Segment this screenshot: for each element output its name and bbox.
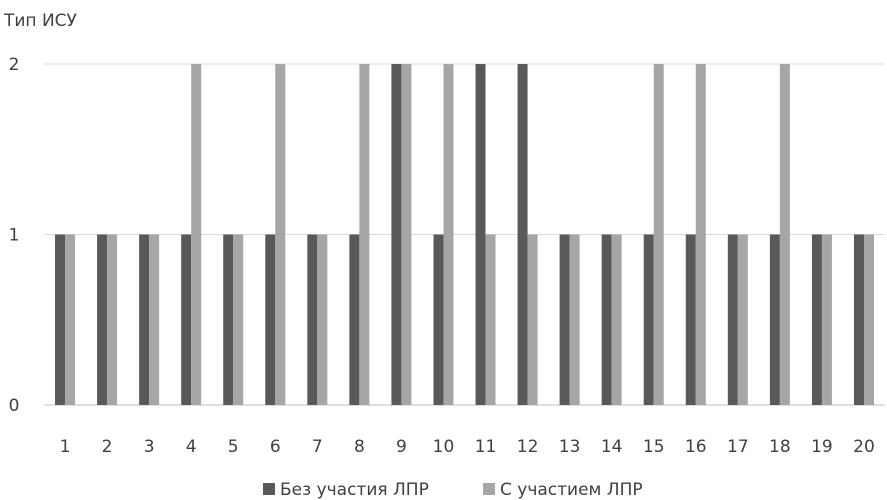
bar-with-dm-14: [611, 234, 622, 405]
bar-without-dm-7: [307, 234, 318, 405]
bar-with-dm-16: [695, 64, 706, 405]
bar-without-dm-15: [643, 234, 654, 405]
bar-without-dm-14: [601, 234, 612, 405]
bar-without-dm-5: [223, 234, 234, 405]
bar-with-dm-8: [359, 64, 370, 405]
x-tick-label: 17: [727, 437, 749, 457]
gridlines: [44, 63, 885, 406]
x-tick-labels: 1 2 3 4 5 6 7 8 9 10 11 12 13 14 15 16 17 18 19 20: [60, 437, 875, 457]
bar-without-dm-9: [391, 64, 402, 405]
x-tick-label: 14: [601, 437, 623, 457]
x-tick-label: 13: [559, 437, 581, 457]
x-tick-label: 19: [811, 437, 833, 457]
x-tick-label: 6: [270, 437, 281, 457]
x-tick-label: 1: [60, 437, 71, 457]
bar-without-dm-11: [475, 64, 486, 405]
bar-with-dm-6: [275, 64, 286, 405]
bar-without-dm-8: [349, 234, 360, 405]
x-tick-label: 4: [186, 437, 197, 457]
bar-with-dm-19: [821, 234, 832, 405]
x-tick-label: 9: [396, 437, 407, 457]
legend: Без участия ЛПР С участием ЛПР: [263, 480, 643, 500]
bar-without-dm-20: [853, 234, 864, 405]
bar-with-dm-18: [779, 64, 790, 405]
x-tick-label: 18: [769, 437, 791, 457]
y-tick-label: 0: [9, 396, 20, 416]
bar-with-dm-10: [443, 64, 454, 405]
bar-without-dm-17: [727, 234, 738, 405]
bar-with-dm-9: [401, 64, 412, 405]
x-tick-label: 20: [853, 437, 875, 457]
legend-swatch-with-dm: [483, 483, 495, 495]
bars: [55, 64, 874, 405]
bar-with-dm-3: [149, 234, 160, 405]
bar-without-dm-1: [55, 234, 66, 405]
bar-with-dm-5: [233, 234, 244, 405]
bar-with-dm-1: [65, 234, 76, 405]
y-tick-labels: 0 1 2: [9, 55, 20, 416]
bar-with-dm-2: [107, 234, 118, 405]
x-tick-label: 5: [228, 437, 239, 457]
x-tick-label: 10: [433, 437, 455, 457]
bar-with-dm-4: [191, 64, 202, 405]
bar-without-dm-3: [139, 234, 150, 405]
x-tick-label: 2: [102, 437, 113, 457]
x-tick-label: 12: [517, 437, 539, 457]
bar-without-dm-6: [265, 234, 276, 405]
x-tick-label: 3: [144, 437, 155, 457]
y-axis-title: Тип ИСУ: [3, 11, 78, 31]
bar-without-dm-19: [811, 234, 822, 405]
legend-label-without-dm: Без участия ЛПР: [280, 480, 429, 500]
bar-without-dm-12: [517, 64, 528, 405]
bar-without-dm-2: [97, 234, 108, 405]
bar-without-dm-10: [433, 234, 444, 405]
x-tick-label: 7: [312, 437, 323, 457]
bar-without-dm-13: [559, 234, 570, 405]
bar-without-dm-16: [685, 234, 696, 405]
bar-with-dm-12: [527, 234, 538, 405]
x-tick-label: 11: [475, 437, 497, 457]
y-tick-label: 2: [9, 55, 20, 75]
bar-without-dm-4: [181, 234, 192, 405]
x-tick-label: 16: [685, 437, 707, 457]
y-tick-label: 1: [9, 226, 20, 246]
bar-with-dm-11: [485, 234, 496, 405]
x-tick-label: 8: [354, 437, 365, 457]
x-tick-label: 15: [643, 437, 665, 457]
bar-with-dm-13: [569, 234, 580, 405]
bar-with-dm-15: [653, 64, 664, 405]
bar-with-dm-20: [863, 234, 874, 405]
bar-with-dm-7: [317, 234, 328, 405]
bar-without-dm-18: [769, 234, 780, 405]
legend-swatch-without-dm: [263, 483, 275, 495]
legend-label-with-dm: С участием ЛПР: [500, 480, 643, 500]
bar-with-dm-17: [737, 234, 748, 405]
